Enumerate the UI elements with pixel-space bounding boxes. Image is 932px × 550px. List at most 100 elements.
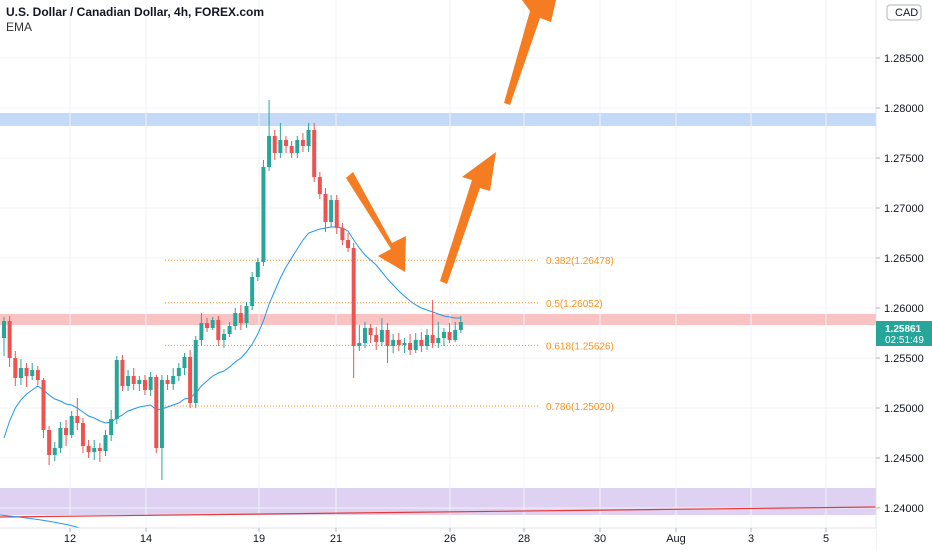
candle-body xyxy=(120,360,125,386)
candle xyxy=(346,233,351,252)
currency-label[interactable]: CAD xyxy=(895,7,918,19)
candle-body xyxy=(329,200,334,222)
candle-body xyxy=(441,332,446,338)
candle xyxy=(306,123,311,152)
candle-body xyxy=(300,140,305,146)
candle xyxy=(453,322,458,342)
candle-body xyxy=(233,313,238,326)
candle xyxy=(13,351,18,386)
candle-body xyxy=(137,380,142,384)
candle xyxy=(64,420,69,446)
candle-body xyxy=(413,340,418,350)
candle xyxy=(221,329,226,348)
candle-body xyxy=(86,446,91,452)
indicator-label: EMA xyxy=(6,20,33,34)
candle-body xyxy=(126,376,131,386)
candle xyxy=(323,188,328,232)
candle-body xyxy=(284,140,288,146)
candle xyxy=(120,355,125,391)
candle xyxy=(47,426,52,465)
time-tick-label: 26 xyxy=(444,533,456,545)
candle xyxy=(227,322,232,337)
candle-body xyxy=(114,360,119,419)
candle xyxy=(159,375,164,480)
candle-body xyxy=(453,330,458,340)
time-tick-label: 14 xyxy=(140,533,152,545)
candle xyxy=(114,356,119,424)
candle-body xyxy=(250,277,255,306)
candle xyxy=(408,334,413,355)
candle-body xyxy=(30,370,35,376)
candle xyxy=(244,302,249,328)
currency-button[interactable] xyxy=(886,4,922,21)
candle-body xyxy=(351,248,356,346)
candle xyxy=(182,353,187,375)
candle-body xyxy=(52,448,57,455)
fib-label: 0.618(1.25626) xyxy=(546,341,614,352)
candle-body xyxy=(357,343,362,346)
time-tick-label: 28 xyxy=(518,533,530,545)
candle-body xyxy=(24,368,29,376)
candle-body xyxy=(278,140,283,153)
candle xyxy=(131,368,136,390)
candle-body xyxy=(131,376,136,384)
price-tick-label: 1.28500 xyxy=(884,53,924,65)
candle xyxy=(289,141,294,158)
time-tick-label: 5 xyxy=(823,533,829,545)
candle xyxy=(278,123,283,158)
time-tick-label: 21 xyxy=(330,533,342,545)
candle xyxy=(41,378,46,438)
ema-layer xyxy=(3,226,461,439)
candle-body xyxy=(97,448,102,451)
candle-body xyxy=(18,368,23,378)
candle-body xyxy=(2,321,6,338)
fib-label: 0.382(1.26478) xyxy=(546,256,614,267)
trend-line xyxy=(0,506,877,518)
candle-body xyxy=(419,340,424,346)
time-tick-label: 12 xyxy=(64,533,76,545)
candle-body xyxy=(210,320,215,328)
candle xyxy=(109,410,114,441)
candle-body xyxy=(205,323,210,328)
candle-body xyxy=(340,228,345,240)
candle-body xyxy=(334,200,339,228)
candle xyxy=(419,332,424,352)
candle xyxy=(357,325,362,351)
candle xyxy=(75,398,80,430)
candle xyxy=(267,100,272,171)
price-tick-label: 1.24000 xyxy=(884,503,924,515)
candle xyxy=(379,318,384,346)
fib-label: 0.5(1.26052) xyxy=(546,299,603,310)
candle xyxy=(425,329,429,350)
candle-body xyxy=(362,328,367,343)
candle-body xyxy=(154,377,159,448)
candle xyxy=(143,375,147,395)
candle xyxy=(368,324,373,343)
candle-body xyxy=(402,343,407,345)
zone-lower-zone xyxy=(0,488,876,515)
candle xyxy=(430,300,435,348)
candle-body xyxy=(176,368,181,376)
candle xyxy=(255,258,260,281)
candle-body xyxy=(64,428,69,435)
candle xyxy=(188,350,193,408)
candle xyxy=(2,317,6,356)
candle-layer xyxy=(2,100,463,480)
time-tick-label: Aug xyxy=(666,533,686,545)
candle-body xyxy=(58,428,63,448)
candle xyxy=(171,368,176,390)
candle-body xyxy=(447,332,452,340)
candle xyxy=(329,195,334,227)
candle xyxy=(165,375,170,390)
candle-body xyxy=(159,380,164,448)
candle xyxy=(334,195,339,234)
candle-body xyxy=(261,167,266,262)
candle-body xyxy=(7,321,12,358)
candle-body xyxy=(69,416,74,435)
price-tick-label: 1.27500 xyxy=(884,153,924,165)
candle xyxy=(176,363,181,381)
candle xyxy=(69,411,74,438)
time-axis-bg xyxy=(0,528,876,550)
candle-body xyxy=(238,313,243,323)
candle-body xyxy=(143,380,147,390)
